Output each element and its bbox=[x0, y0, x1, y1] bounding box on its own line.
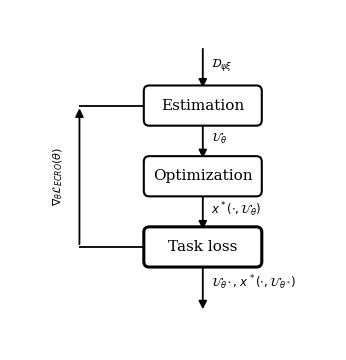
FancyBboxPatch shape bbox=[144, 227, 262, 267]
FancyBboxPatch shape bbox=[144, 156, 262, 196]
Text: $\mathcal{U}_{\theta}$: $\mathcal{U}_{\theta}$ bbox=[211, 130, 227, 145]
Text: $x^*(\cdot,\mathcal{U}_{\theta})$: $x^*(\cdot,\mathcal{U}_{\theta})$ bbox=[211, 200, 262, 219]
Text: $\mathcal{D}_{\psi\xi}$: $\mathcal{D}_{\psi\xi}$ bbox=[211, 57, 233, 73]
FancyBboxPatch shape bbox=[144, 85, 262, 126]
Text: Task loss: Task loss bbox=[168, 240, 237, 254]
Text: $\mathcal{U}_{\theta^*},\, x^*(\cdot,\mathcal{U}_{\theta^*})$: $\mathcal{U}_{\theta^*},\, x^*(\cdot,\ma… bbox=[211, 274, 296, 292]
Text: Optimization: Optimization bbox=[153, 169, 253, 183]
Text: Estimation: Estimation bbox=[161, 99, 244, 113]
Text: $\nabla_{\theta}\mathcal{L}_{ECRO}(\theta)$: $\nabla_{\theta}\mathcal{L}_{ECRO}(\thet… bbox=[51, 147, 65, 206]
